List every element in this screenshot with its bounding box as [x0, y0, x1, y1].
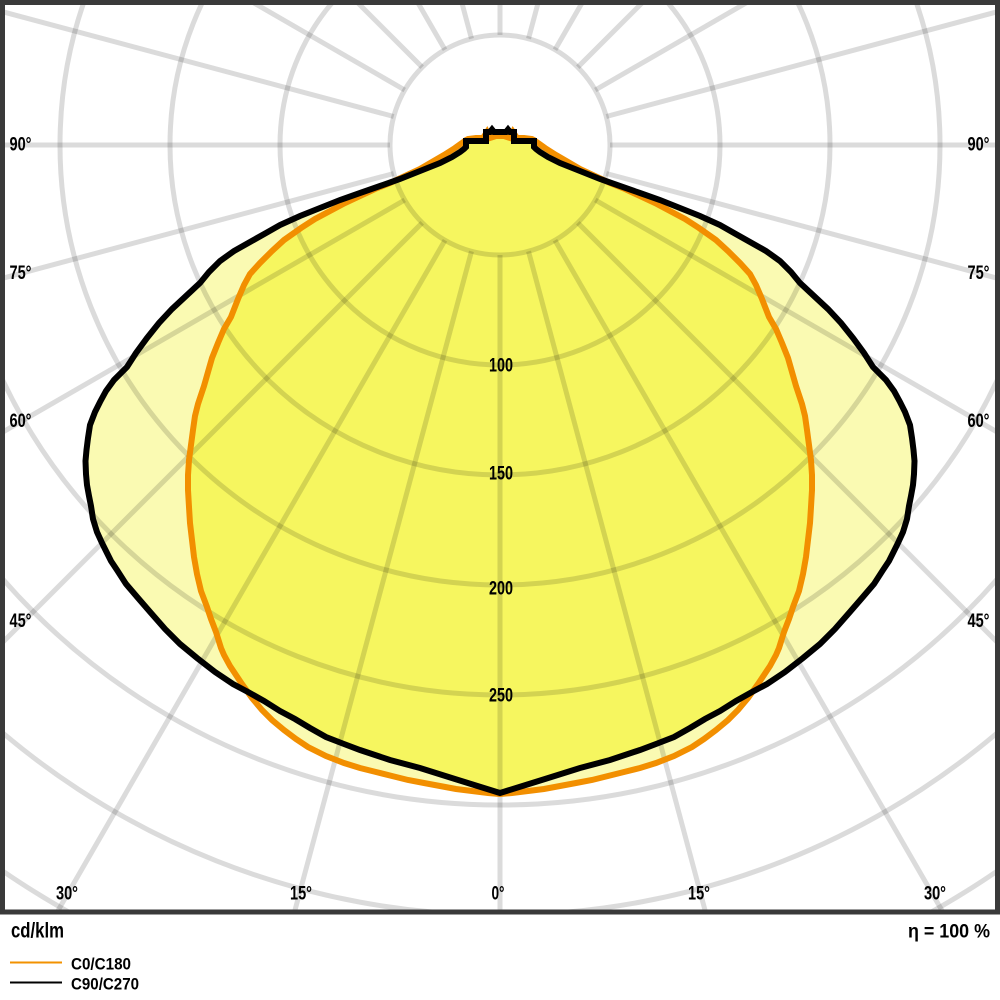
- svg-text:60°: 60°: [10, 411, 32, 432]
- svg-text:90°: 90°: [968, 134, 990, 155]
- svg-text:30°: 30°: [56, 883, 78, 904]
- svg-text:60°: 60°: [968, 411, 990, 432]
- svg-text:45°: 45°: [968, 611, 990, 632]
- svg-text:90°: 90°: [10, 134, 32, 155]
- svg-text:0°: 0°: [492, 883, 505, 904]
- svg-text:C90/C270: C90/C270: [71, 975, 139, 994]
- svg-text:30°: 30°: [924, 883, 946, 904]
- svg-text:150: 150: [489, 463, 513, 484]
- svg-text:100: 100: [489, 355, 513, 376]
- svg-text:η = 100 %: η = 100 %: [908, 922, 990, 943]
- svg-text:75°: 75°: [968, 263, 990, 284]
- svg-text:15°: 15°: [290, 883, 312, 904]
- svg-text:C0/C180: C0/C180: [71, 955, 131, 974]
- svg-text:cd/klm: cd/klm: [11, 920, 64, 943]
- svg-text:75°: 75°: [10, 263, 32, 284]
- svg-text:250: 250: [489, 685, 513, 706]
- svg-text:15°: 15°: [688, 883, 710, 904]
- svg-text:45°: 45°: [10, 611, 32, 632]
- svg-text:200: 200: [489, 578, 513, 599]
